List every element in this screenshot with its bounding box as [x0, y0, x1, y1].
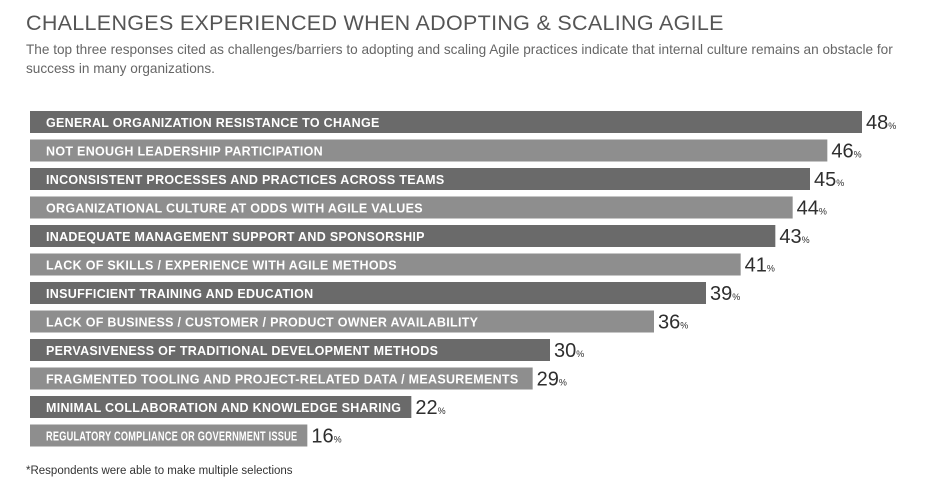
bar [30, 396, 412, 418]
bar-label: PERVASIVENESS OF TRADITIONAL DEVELOPMENT… [46, 344, 438, 358]
bar [30, 367, 533, 390]
data-label: 43% [779, 226, 809, 248]
bar [30, 196, 793, 219]
bar [30, 168, 810, 190]
footnote: *Respondents were able to make multiple … [26, 465, 293, 477]
bar-label: LACK OF SKILLS / EXPERIENCE WITH AGILE M… [46, 259, 397, 273]
bar-label: ORGANIZATIONAL CULTURE AT ODDS WITH AGIL… [46, 202, 423, 216]
data-label: 41% [745, 255, 775, 277]
bar [30, 310, 654, 333]
bar [30, 139, 828, 162]
chart-title: CHALLENGES EXPERIENCED WHEN ADOPTING & S… [26, 11, 724, 35]
bar [30, 424, 308, 447]
data-label: 22% [415, 397, 445, 419]
bar-label: GENERAL ORGANIZATION RESISTANCE TO CHANG… [46, 116, 380, 130]
bar-label: NOT ENOUGH LEADERSHIP PARTICIPATION [46, 145, 323, 159]
data-label: 36% [658, 312, 688, 334]
bar-label: INCONSISTENT PROCESSES AND PRACTICES ACR… [46, 173, 445, 187]
bar [30, 225, 776, 247]
data-label: 44% [797, 198, 827, 220]
bar-label: INADEQUATE MANAGEMENT SUPPORT AND SPONSO… [46, 230, 425, 244]
bar-label: INSUFFICIENT TRAINING AND EDUCATION [46, 287, 313, 301]
bar [30, 253, 741, 276]
bar-label: REGULATORY COMPLIANCE OR GOVERNMENT ISSU… [46, 430, 297, 444]
data-label: 48% [866, 112, 896, 134]
data-label: 46% [831, 141, 861, 163]
data-label: 45% [814, 169, 844, 191]
bar [30, 282, 706, 304]
bar [30, 339, 550, 361]
bar-label: FRAGMENTED TOOLING AND PROJECT-RELATED D… [46, 373, 519, 387]
bar-label: MINIMAL COLLABORATION AND KNOWLEDGE SHAR… [46, 401, 401, 415]
data-label: 30% [554, 340, 584, 362]
bar-label: LACK OF BUSINESS / CUSTOMER / PRODUCT OW… [46, 316, 479, 330]
bar [30, 111, 862, 133]
data-label: 29% [537, 369, 567, 391]
data-label: 16% [311, 426, 341, 448]
data-label: 39% [710, 283, 740, 305]
chart-subtitle: The top three responses cited as challen… [26, 42, 893, 76]
